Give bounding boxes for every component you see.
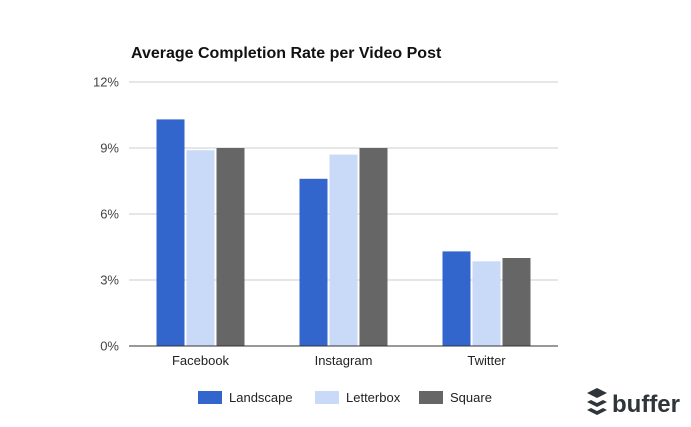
bar-landscape-twitter bbox=[442, 251, 471, 346]
legend-swatch bbox=[419, 391, 443, 404]
x-tick-label: Instagram bbox=[315, 353, 373, 368]
legend-label: Square bbox=[450, 390, 492, 405]
bar-letterbox-instagram bbox=[329, 154, 358, 346]
legend-swatch bbox=[315, 391, 339, 404]
bar-landscape-facebook bbox=[156, 119, 185, 347]
x-tick-label: Facebook bbox=[172, 353, 230, 368]
brand-name: buffer bbox=[612, 391, 680, 418]
legend-label: Landscape bbox=[229, 390, 293, 405]
legend-item-letterbox: Letterbox bbox=[315, 390, 401, 405]
buffer-stack-icon bbox=[587, 388, 607, 415]
legend-swatch bbox=[198, 391, 222, 404]
x-tick-label: Twitter bbox=[467, 353, 506, 368]
y-tick-label: 0% bbox=[100, 339, 119, 354]
brand-logo: buffer bbox=[587, 388, 680, 418]
y-tick-label: 3% bbox=[100, 273, 119, 288]
legend: Landscape Letterbox Square bbox=[198, 390, 492, 405]
y-tick-label: 12% bbox=[93, 75, 119, 90]
y-axis-ticks: 0% 3% 6% 9% 12% bbox=[93, 75, 119, 354]
bar-square-instagram bbox=[359, 148, 388, 346]
y-tick-label: 6% bbox=[100, 207, 119, 222]
legend-label: Letterbox bbox=[346, 390, 401, 405]
legend-item-landscape: Landscape bbox=[198, 390, 293, 405]
y-tick-label: 9% bbox=[100, 141, 119, 156]
bar-square-twitter bbox=[502, 258, 531, 346]
bars bbox=[156, 119, 531, 347]
chart-title: Average Completion Rate per Video Post bbox=[131, 45, 442, 62]
legend-item-square: Square bbox=[419, 390, 492, 405]
bar-square-facebook bbox=[216, 148, 245, 346]
bar-letterbox-facebook bbox=[186, 150, 215, 346]
bar-letterbox-twitter bbox=[472, 261, 501, 346]
x-axis-categories: Facebook Instagram Twitter bbox=[172, 353, 506, 368]
bar-landscape-instagram bbox=[299, 178, 328, 346]
